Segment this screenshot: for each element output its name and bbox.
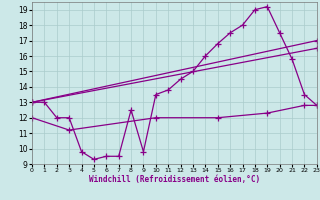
X-axis label: Windchill (Refroidissement éolien,°C): Windchill (Refroidissement éolien,°C) [89,175,260,184]
